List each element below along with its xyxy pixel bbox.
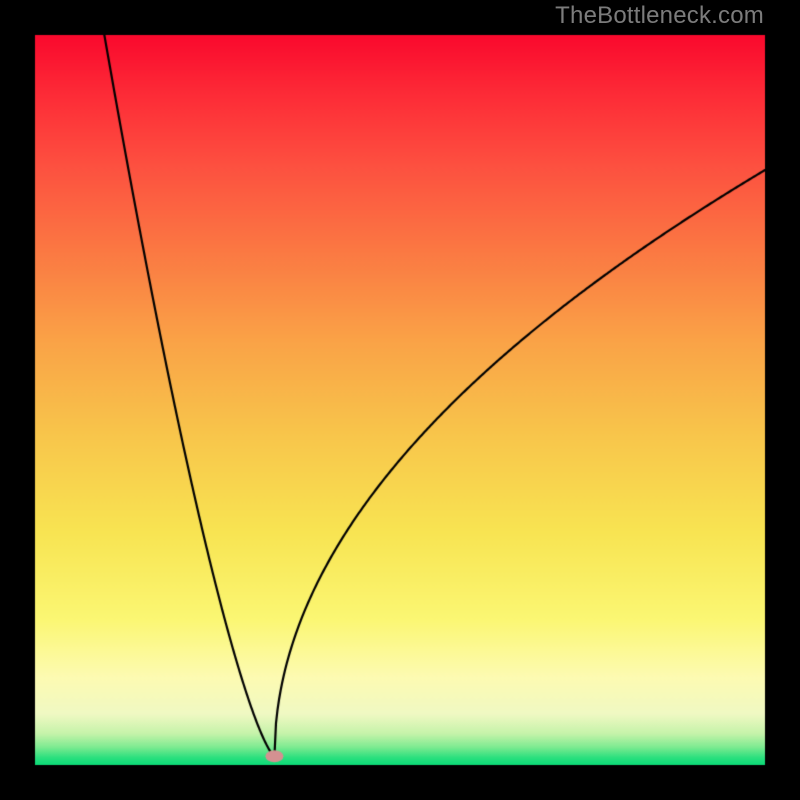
chart-root: TheBottleneck.com [0, 0, 800, 800]
watermark-text: TheBottleneck.com [555, 2, 764, 30]
bottleneck-chart-canvas [0, 0, 800, 800]
